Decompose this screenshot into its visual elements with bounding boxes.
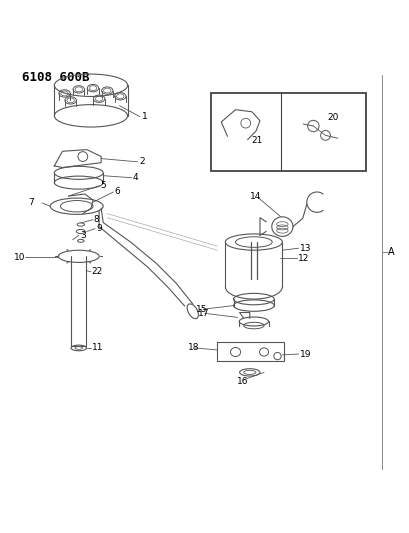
Text: 15: 15	[196, 305, 207, 314]
Text: 19: 19	[299, 350, 310, 359]
Text: 18: 18	[187, 343, 199, 352]
Text: 4: 4	[132, 173, 138, 182]
Text: 21: 21	[251, 136, 263, 145]
Text: 14: 14	[249, 191, 261, 200]
Text: 6108 600B: 6108 600B	[22, 71, 89, 84]
Text: 5: 5	[100, 181, 106, 190]
Text: 2: 2	[139, 157, 144, 166]
Text: A: A	[387, 247, 393, 257]
Text: 12: 12	[297, 254, 308, 263]
Text: 13: 13	[299, 244, 310, 253]
Text: 20: 20	[327, 114, 338, 123]
Text: 22: 22	[92, 267, 103, 276]
Text: 17: 17	[197, 309, 209, 318]
Text: 1: 1	[142, 112, 147, 121]
Text: 9: 9	[96, 224, 102, 233]
Text: 6: 6	[115, 188, 120, 197]
Text: 8: 8	[94, 215, 99, 224]
Text: 11: 11	[92, 343, 103, 352]
Bar	[211, 93, 365, 171]
Text: 3: 3	[80, 231, 85, 240]
Text: 16: 16	[236, 377, 248, 386]
Text: 10: 10	[13, 253, 25, 262]
Text: 7: 7	[28, 198, 34, 207]
